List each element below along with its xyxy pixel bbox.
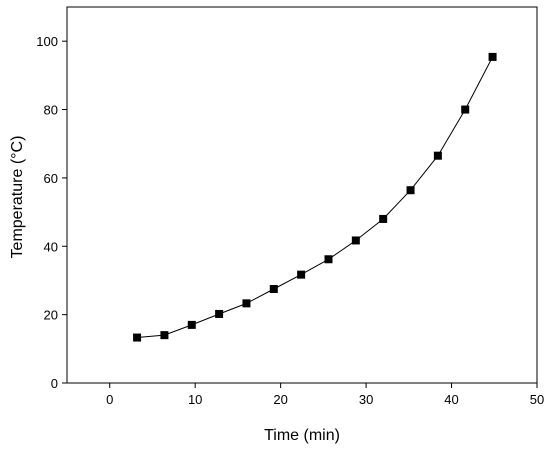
x-tick-label: 50 [530, 392, 544, 407]
data-point [433, 151, 442, 160]
y-axis-label: Temperature (°C) [9, 136, 26, 259]
data-point [379, 214, 388, 223]
x-axis-label: Time (min) [264, 427, 340, 444]
data-point [488, 52, 497, 61]
y-tick-label: 0 [51, 376, 58, 391]
plot-area-frame [66, 6, 538, 384]
data-point [187, 320, 196, 329]
data-point [242, 299, 251, 308]
data-point [215, 309, 224, 318]
data-point [160, 331, 169, 340]
y-tick-label: 100 [36, 34, 58, 49]
data-point [324, 255, 333, 264]
data-point [351, 236, 360, 245]
y-tick-label: 40 [44, 239, 58, 254]
x-tick-label: 10 [188, 392, 202, 407]
x-tick-label: 0 [106, 392, 113, 407]
y-tick-label: 80 [44, 103, 58, 118]
data-point [406, 186, 415, 195]
series-line [137, 56, 494, 338]
data-point [461, 105, 470, 114]
data-point [133, 333, 142, 342]
x-tick-label: 20 [273, 392, 287, 407]
x-tick-label: 40 [444, 392, 458, 407]
data-point [269, 285, 278, 293]
data-point [297, 270, 306, 279]
x-tick-label: 30 [359, 392, 373, 407]
y-tick-label: 60 [44, 171, 58, 186]
y-tick-label: 20 [44, 308, 58, 323]
